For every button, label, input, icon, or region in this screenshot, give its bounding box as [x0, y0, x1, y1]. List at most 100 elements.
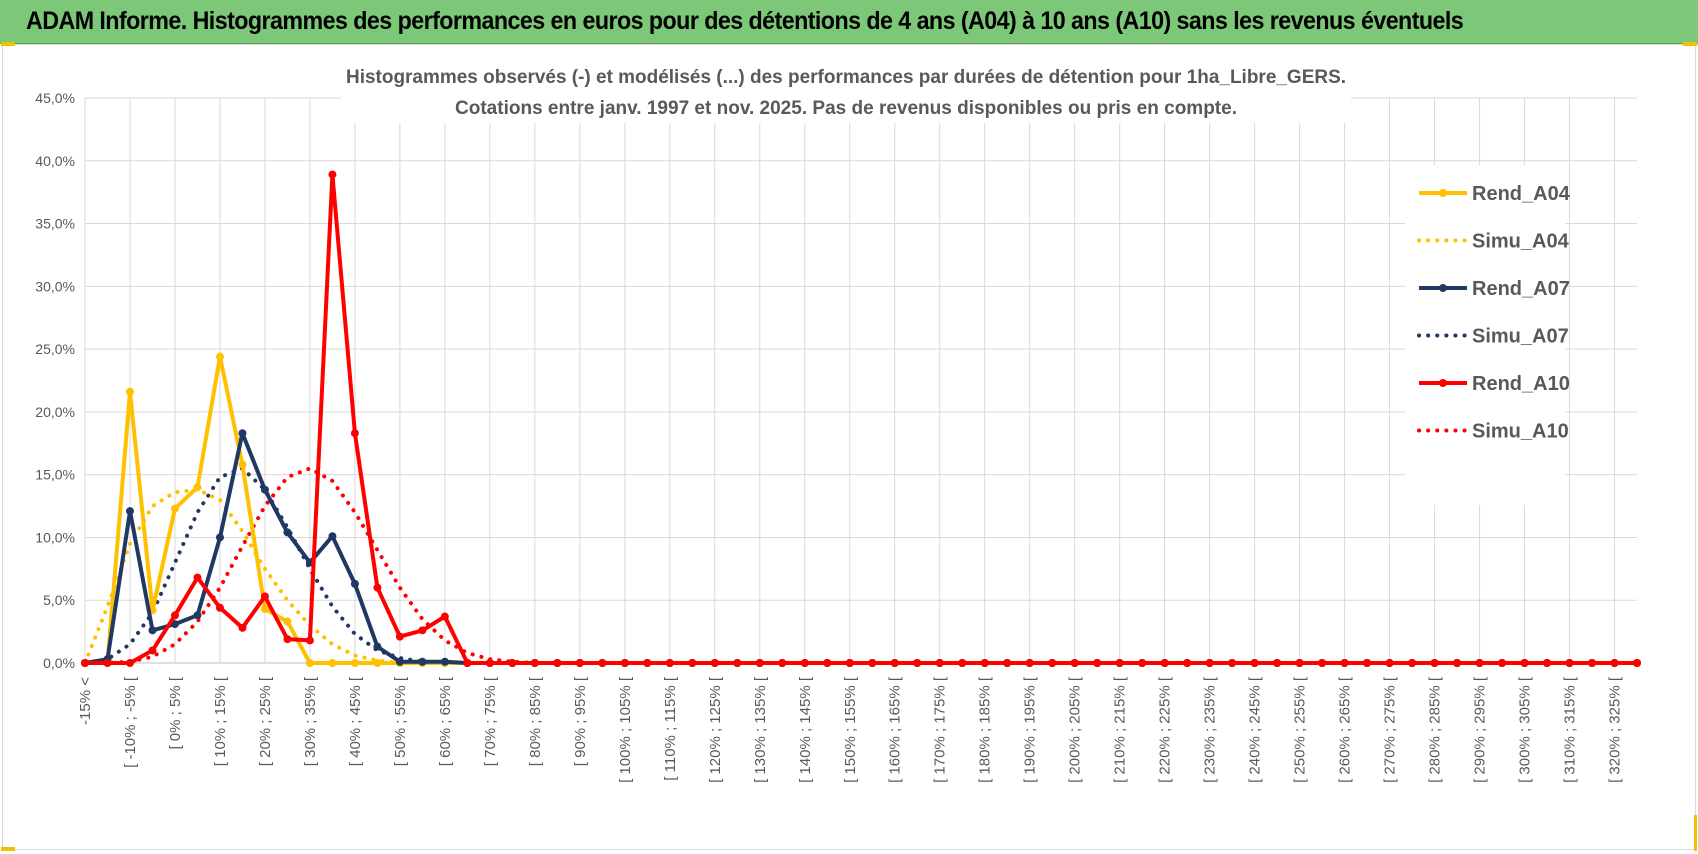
data-point: [328, 532, 337, 541]
x-tick-label: [ 160% ; 165% [: [887, 676, 904, 783]
legend-label: Rend_A04: [1472, 183, 1571, 205]
data-point: [1138, 659, 1147, 667]
corner-mark-top-right: [1683, 42, 1697, 46]
data-point: [418, 657, 427, 666]
y-tick-label: 20,0%: [35, 404, 75, 420]
data-point: [305, 659, 314, 667]
x-tick-label: [ 290% ; 295% [: [1472, 676, 1489, 783]
data-point: [1295, 659, 1304, 667]
data-point: [1565, 659, 1574, 667]
data-point: [350, 659, 359, 667]
data-point: [1093, 659, 1102, 667]
data-point: [935, 659, 944, 667]
data-point: [440, 612, 449, 621]
data-point: [1318, 659, 1327, 667]
legend-item: Simu_A10: [1417, 421, 1569, 443]
x-tick-label: [ 150% ; 155% [: [842, 676, 859, 783]
legend-label: Simu_A04: [1472, 231, 1570, 253]
data-point: [283, 528, 292, 537]
data-point: [1588, 659, 1597, 667]
y-tick-label: 0,0%: [43, 655, 75, 671]
x-tick-label: [ 10% ; 15% [: [212, 676, 229, 766]
legend: Rend_A04 Simu_A04 Rend_A07 Simu_A07 Rend_A10…: [1405, 165, 1571, 505]
data-point: [1520, 659, 1529, 667]
data-point: [1498, 659, 1507, 667]
data-point: [508, 659, 517, 667]
data-point: [598, 659, 607, 667]
legend-label: Rend_A07: [1472, 278, 1570, 300]
legend-item: Rend_A07: [1419, 278, 1570, 300]
corner-mark-bottom-right: [1694, 815, 1697, 851]
data-point: [890, 659, 899, 667]
corner-mark-bottom-left: [1, 847, 15, 851]
data-point: [373, 659, 382, 667]
data-point: [688, 659, 697, 667]
chart-area: 0,0% 5,0% 10,0% 15,0% 20,0% 25,0% 30,0% 35,0% 40…: [1, 42, 1697, 851]
data-point: [1003, 659, 1012, 667]
gridlines: [84, 97, 1637, 664]
data-point: [215, 533, 224, 542]
y-tick-label: 15,0%: [35, 467, 75, 483]
series-rend-a10: [81, 170, 1641, 667]
data-point: [328, 659, 337, 667]
x-tick-label: [ 30% ; 35% [: [302, 676, 319, 766]
x-tick-label: [ 270% ; 275% [: [1382, 676, 1399, 783]
data-point: [81, 659, 89, 667]
data-point: [1633, 659, 1641, 667]
x-tick-label: [ 100% ; 105% [: [617, 676, 634, 783]
y-axis: 0,0% 5,0% 10,0% 15,0% 20,0% 25,0% 30,0% 35,0% 40…: [35, 90, 75, 671]
data-point: [1183, 659, 1192, 667]
data-point: [395, 632, 404, 641]
data-point: [1273, 659, 1282, 667]
data-point: [1430, 659, 1439, 667]
data-point: [620, 659, 629, 667]
x-tick-label: [ 80% ; 85% [: [527, 676, 544, 766]
data-point: [260, 605, 269, 614]
x-tick-label: [ 300% ; 305% [: [1517, 676, 1534, 783]
x-tick-label: [ 40% ; 45% [: [347, 676, 364, 766]
series-simu-a10: [83, 466, 1639, 665]
x-tick-label: [ 70% ; 75% [: [482, 676, 499, 766]
x-tick-label: [ 240% ; 245% [: [1247, 676, 1264, 783]
series-layer: [81, 170, 1641, 667]
line-chart: 0,0% 5,0% 10,0% 15,0% 20,0% 25,0% 30,0% 35,0% 40…: [35, 61, 1641, 783]
data-point: [665, 659, 674, 667]
legend-item: Simu_A04: [1417, 231, 1570, 253]
data-point: [1408, 659, 1417, 667]
x-tick-label: [ 310% ; 315% [: [1562, 676, 1579, 783]
data-point: [238, 429, 247, 438]
x-tick-label: [ 130% ; 135% [: [752, 676, 769, 783]
legend-label: Rend_A10: [1472, 373, 1570, 395]
report-title: ADAM Informe. Histogrammes des performan…: [26, 7, 1464, 35]
y-tick-label: 5,0%: [43, 592, 75, 608]
data-point: [1363, 659, 1372, 667]
legend-background: [1405, 165, 1565, 505]
x-axis: -15% < [ -10% ; -5% [[ 0% ; 5% [[ 10% ; 1…: [77, 662, 1637, 783]
legend-label: Simu_A07: [1472, 326, 1569, 348]
y-tick-label: 30,0%: [35, 278, 75, 294]
data-point: [215, 352, 224, 361]
data-point: [395, 657, 404, 666]
data-point: [125, 387, 134, 396]
legend-marker: [1439, 379, 1447, 387]
data-point: [148, 646, 157, 655]
data-point: [238, 460, 247, 469]
data-point: [868, 659, 877, 667]
legend-label: Simu_A10: [1472, 421, 1569, 443]
y-tick-label: 10,0%: [35, 529, 75, 545]
x-tick-label: [ 50% ; 55% [: [392, 676, 409, 766]
data-point: [1610, 659, 1619, 667]
y-tick-label: 45,0%: [35, 90, 75, 106]
x-tick-label: [ 120% ; 125% [: [707, 676, 724, 783]
data-point: [193, 611, 202, 620]
data-point: [350, 429, 359, 438]
data-point: [170, 504, 179, 513]
data-point: [823, 659, 832, 667]
title-background: [341, 61, 1351, 123]
x-tick-label: [ 20% ; 25% [: [257, 676, 274, 766]
x-tick-label: [ 320% ; 325% [: [1607, 676, 1624, 783]
legend-marker: [1439, 284, 1447, 292]
x-tick-label: [ 170% ; 175% [: [932, 676, 949, 783]
data-point: [1228, 659, 1237, 667]
data-point: [553, 659, 562, 667]
